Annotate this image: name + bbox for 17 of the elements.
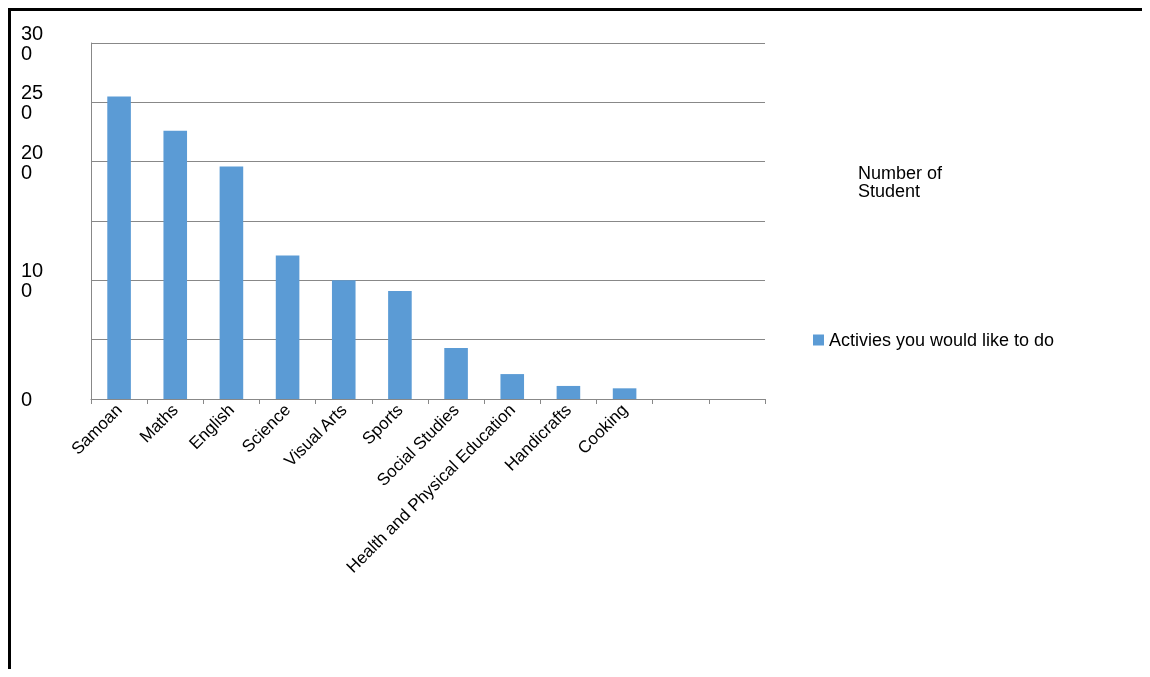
y-tick-label: 0 [21,388,33,410]
bar [163,130,188,399]
y-tick-label: 25 0 [21,81,44,124]
bar [275,255,300,399]
bar [556,385,581,399]
bar [331,280,356,399]
bar [444,347,468,399]
text: Number of Student [858,163,948,201]
y-tick-label: 30 0 [21,22,44,64]
bar [388,291,412,399]
legend-label: Activies you would like to do [829,330,1055,350]
bar [107,96,131,399]
bar [500,374,525,399]
y-tick-label: 10 0 [21,259,44,302]
bar [219,166,244,399]
bar [612,388,637,399]
y-tick-label: 20 0 [21,140,44,183]
